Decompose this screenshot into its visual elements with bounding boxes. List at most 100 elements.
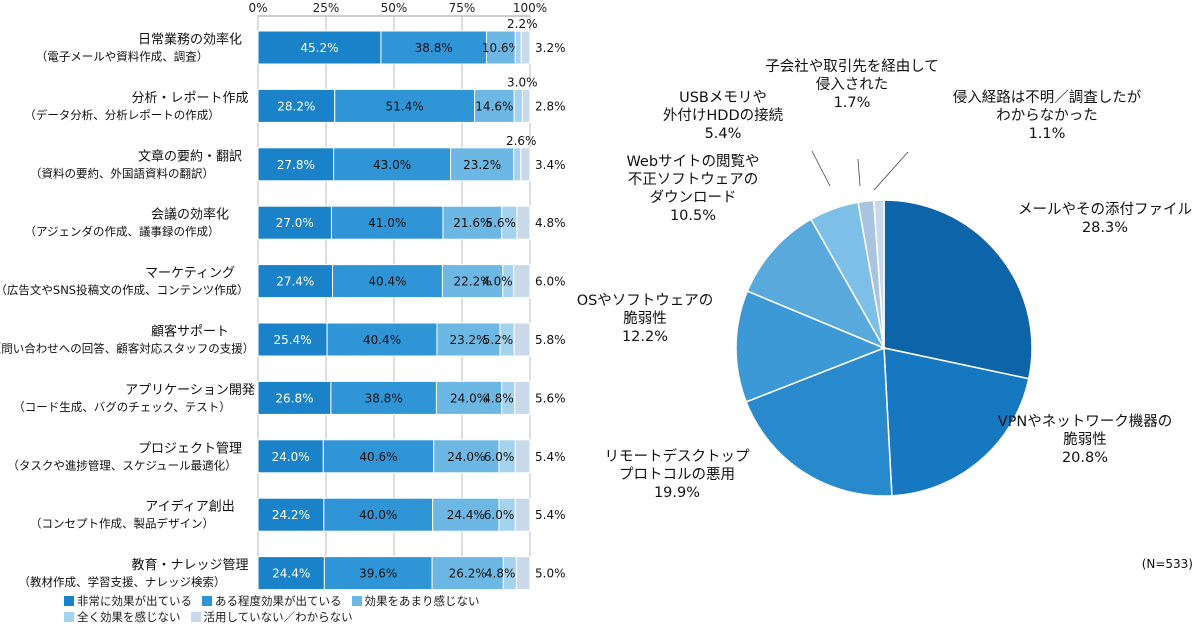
category-label: アプリケーション開発	[125, 383, 255, 398]
data-label: 39.6%	[359, 567, 397, 581]
bar-segment	[442, 205, 503, 240]
data-label: 6.0%	[535, 275, 566, 289]
bar-segment	[520, 147, 531, 182]
bar-segment	[513, 147, 522, 182]
bar-segment	[333, 147, 452, 182]
data-label: 40.0%	[359, 508, 397, 522]
slice-label: わからなかった	[996, 107, 1098, 124]
pie-slice	[872, 199, 885, 349]
category-sublabel: （問い合わせへの回答、顧客対応スタッフの支援）	[0, 342, 254, 356]
category-sublabel: （資料の要約、外国語資料の翻訳）	[30, 166, 214, 180]
data-label: 24.2%	[272, 508, 310, 522]
slice-label: Webサイトの閲覧や	[626, 153, 759, 170]
x-tick-label: 75%	[449, 1, 476, 15]
slice-label: USBメモリや	[679, 89, 767, 106]
bar-segment	[435, 380, 503, 415]
x-tick-label: 25%	[313, 1, 340, 15]
slice-value-label: 5.4%	[705, 126, 742, 142]
data-label: 5.4%	[535, 450, 566, 464]
data-label: 5.6%	[485, 216, 516, 230]
data-label: 4.8%	[485, 567, 516, 581]
bar-segment	[257, 380, 332, 415]
leader-line	[857, 158, 861, 187]
slice-label: 不正ソフトウェアの	[628, 171, 759, 188]
data-label: 40.4%	[363, 333, 401, 347]
data-label: 40.6%	[359, 450, 397, 464]
data-label: 24.0%	[450, 391, 488, 405]
bar-segment	[513, 88, 523, 123]
data-label: 4.8%	[483, 391, 514, 405]
legend-label: ある程度効果が出ている	[215, 594, 342, 608]
bar-segment	[257, 322, 328, 357]
slice-value-label: 28.3%	[1082, 220, 1128, 236]
legend-label: 非常に効果が出ている	[77, 594, 192, 608]
slice-label: 侵入された	[816, 76, 889, 93]
slice-label: 侵入経路は不明／調査したが	[953, 89, 1142, 106]
slice-value-label: 10.5%	[670, 208, 716, 224]
legend-item: ある程度効果が出ている	[202, 593, 342, 609]
category-sublabel: （コード生成、バグのチェック、テスト）	[13, 400, 230, 414]
bar-segment	[520, 30, 531, 65]
bar-segment	[514, 30, 522, 65]
legend-label: 活用していない／わからない	[203, 610, 353, 624]
data-label: 26.8%	[275, 391, 313, 405]
category-label: 顧客サポート	[151, 324, 229, 340]
legend-swatch	[64, 612, 74, 622]
category-label: 会議の効率化	[151, 207, 229, 223]
category-sublabel: （電子メールや資料作成、調査）	[36, 50, 209, 64]
data-label: 21.6%	[453, 216, 491, 230]
data-label: 27.4%	[276, 275, 314, 289]
bar-segment	[521, 88, 531, 123]
bar-segment	[326, 322, 438, 357]
legend-swatch	[202, 596, 212, 606]
leader-line	[811, 150, 831, 187]
category-sublabel: （アジェンダの作成、議事録の作成）	[24, 225, 219, 239]
bar-segment	[257, 556, 325, 590]
x-tick-label: 0%	[248, 1, 267, 15]
category-label: アイディア創出	[145, 499, 234, 515]
slice-label: VPNやネットワーク機器の	[998, 413, 1173, 430]
data-label: 41.0%	[368, 216, 406, 230]
data-label: 24.4%	[272, 567, 310, 581]
data-label: 24.4%	[447, 508, 485, 522]
bar-segment	[431, 556, 504, 590]
data-label: 2.8%	[535, 99, 566, 113]
data-label: 40.4%	[368, 275, 406, 289]
data-label: 24.0%	[272, 450, 310, 464]
slice-label: リモートデスクトップ	[605, 447, 750, 465]
data-label: 6.0%	[484, 450, 515, 464]
slice-label: プロトコルの悪用	[619, 466, 735, 483]
data-label: 51.4%	[386, 99, 424, 113]
data-label: 5.4%	[535, 508, 566, 522]
data-label: 2.6%	[506, 134, 537, 148]
slice-value-label: 20.8%	[1062, 450, 1108, 466]
bar-segment	[332, 264, 443, 299]
data-label: 23.2%	[449, 333, 487, 347]
bar-segment	[334, 88, 476, 123]
legend-label: 効果をあまり感じない	[364, 594, 480, 608]
data-label: 22.2%	[454, 275, 492, 289]
bar-segment	[330, 205, 444, 240]
slice-label: メールやその添付ファイル	[1018, 201, 1192, 218]
bar-segment	[257, 88, 336, 123]
bar-segment	[515, 556, 531, 590]
bar-segment	[513, 264, 531, 299]
bar-segment	[513, 322, 531, 357]
data-label: 27.0%	[276, 216, 314, 230]
pie-slice	[745, 346, 893, 497]
category-label: マーケティング	[145, 266, 235, 281]
data-label: 43.0%	[373, 158, 411, 172]
data-label: 23.2%	[463, 158, 501, 172]
slice-label: ダウンロード	[650, 189, 737, 206]
bar-segment	[441, 264, 504, 299]
data-label: 6.0%	[484, 508, 515, 522]
sample-size-note: (N=533)	[1142, 557, 1193, 571]
bar-segment	[514, 380, 531, 415]
legend-swatch	[64, 596, 74, 606]
category-sublabel: （教材作成、学習支援、ナレッジ検索）	[19, 575, 226, 589]
pie-slice	[883, 347, 1030, 497]
data-label: 10.6%	[482, 41, 520, 55]
slice-value-label: 1.1%	[1029, 126, 1066, 142]
data-label: 38.8%	[365, 391, 403, 405]
category-sublabel: （データ分析、分析レポートの作成）	[24, 108, 220, 122]
